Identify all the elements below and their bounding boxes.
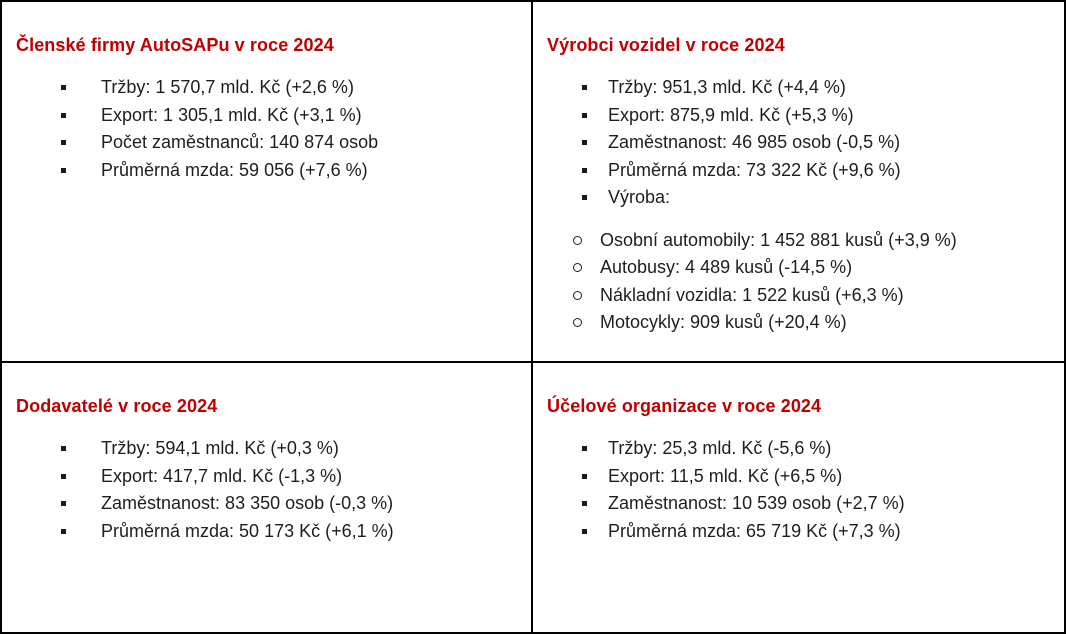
square-bullet-icon <box>61 167 66 173</box>
list-item: Zaměstnanost: 46 985 osob (-0,5 %) <box>547 129 1056 157</box>
sublist-item-text: Autobusy: 4 489 kusů (-14,5 %) <box>600 257 853 277</box>
list-item-text: Průměrná mzda: 65 719 Kč (+7,3 %) <box>608 520 901 541</box>
list-item-text: Průměrná mzda: 73 322 Kč (+9,6 %) <box>608 159 901 180</box>
square-bullet-icon <box>582 85 587 90</box>
production-sublist: Osobní automobily: 1 452 881 kusů (+3,9 … <box>547 227 1056 337</box>
sublist-item: Osobní automobily: 1 452 881 kusů (+3,9 … <box>547 227 1056 255</box>
list-item-text: Průměrná mzda: 50 173 Kč (+6,1 %) <box>101 520 394 541</box>
circle-bullet-icon <box>573 318 582 327</box>
square-bullet-icon <box>582 528 587 534</box>
list-item-text: Zaměstnanost: 46 985 osob (-0,5 %) <box>608 132 901 152</box>
panel-title: Dodavatelé v roce 2024 <box>16 396 218 416</box>
list-item: Počet zaměstnanců: 140 874 osob <box>16 129 523 157</box>
stat-list: Tržby: 25,3 mld. Kč (-5,6 %) Export: 11,… <box>547 435 1056 545</box>
panel-ucelove-organizace: Účelové organizace v roce 2024 Tržby: 25… <box>533 363 1064 632</box>
list-item-text: Export: 11,5 mld. Kč (+6,5 %) <box>608 465 843 486</box>
list-item: Export: 417,7 mld. Kč (-1,3 %) <box>16 463 523 491</box>
list-item-text: Export: 1 305,1 mld. Kč (+3,1 %) <box>101 104 362 125</box>
square-bullet-icon <box>582 167 587 173</box>
list-item: Export: 875,9 mld. Kč (+5,3 %) <box>547 102 1056 130</box>
sublist-item-text: Nákladní vozidla: 1 522 kusů (+6,3 %) <box>600 284 904 305</box>
list-item: Tržby: 594,1 mld. Kč (+0,3 %) <box>16 435 523 463</box>
square-bullet-icon <box>61 140 66 145</box>
panel-title: Účelové organizace v roce 2024 <box>547 396 822 416</box>
sublist-item: Nákladní vozidla: 1 522 kusů (+6,3 %) <box>547 282 1056 310</box>
list-item-text: Výroba: <box>608 187 671 207</box>
list-item-text: Zaměstnanost: 10 539 osob (+2,7 %) <box>608 493 905 513</box>
square-bullet-icon <box>582 140 587 145</box>
square-bullet-icon <box>582 501 587 506</box>
circle-bullet-icon <box>573 235 582 245</box>
list-item: Export: 1 305,1 mld. Kč (+3,1 %) <box>16 102 523 130</box>
panel-dodavatele: Dodavatelé v roce 2024 Tržby: 594,1 mld.… <box>2 363 533 632</box>
list-item: Export: 11,5 mld. Kč (+6,5 %) <box>547 463 1056 491</box>
square-bullet-icon <box>61 446 66 451</box>
sublist-item-text: Motocykly: 909 kusů (+20,4 %) <box>600 312 847 332</box>
list-item: Zaměstnanost: 10 539 osob (+2,7 %) <box>547 490 1056 518</box>
list-item: Tržby: 951,3 mld. Kč (+4,4 %) <box>547 74 1056 102</box>
square-bullet-icon <box>61 85 66 90</box>
list-item: Průměrná mzda: 59 056 (+7,6 %) <box>16 157 523 185</box>
square-bullet-icon <box>582 195 587 200</box>
list-item: Výroba: <box>547 184 1056 212</box>
list-item-text: Počet zaměstnanců: 140 874 osob <box>101 132 379 152</box>
square-bullet-icon <box>61 473 66 479</box>
list-item-text: Export: 875,9 mld. Kč (+5,3 %) <box>608 104 854 125</box>
list-item: Tržby: 25,3 mld. Kč (-5,6 %) <box>547 435 1056 463</box>
sublist-item-text: Osobní automobily: 1 452 881 kusů (+3,9 … <box>600 229 957 250</box>
sublist-item: Autobusy: 4 489 kusů (-14,5 %) <box>547 254 1056 282</box>
panel-vyrobci-vozidel: Výrobci vozidel v roce 2024 Tržby: 951,3… <box>533 2 1064 363</box>
list-item: Průměrná mzda: 65 719 Kč (+7,3 %) <box>547 518 1056 546</box>
panel-title: Výrobci vozidel v roce 2024 <box>547 35 785 55</box>
list-item-text: Tržby: 1 570,7 mld. Kč (+2,6 %) <box>101 77 354 97</box>
panel-clenske-firmy: Členské firmy AutoSAPu v roce 2024 Tržby… <box>2 2 533 363</box>
list-item-text: Tržby: 25,3 mld. Kč (-5,6 %) <box>608 438 832 458</box>
square-bullet-icon <box>582 112 587 118</box>
stat-list: Tržby: 594,1 mld. Kč (+0,3 %) Export: 41… <box>16 435 523 545</box>
square-bullet-icon <box>61 501 66 506</box>
list-item-text: Export: 417,7 mld. Kč (-1,3 %) <box>101 465 343 486</box>
list-item: Průměrná mzda: 50 173 Kč (+6,1 %) <box>16 518 523 546</box>
list-item: Zaměstnanost: 83 350 osob (-0,3 %) <box>16 490 523 518</box>
circle-bullet-icon <box>573 263 582 272</box>
list-item-text: Tržby: 951,3 mld. Kč (+4,4 %) <box>608 77 846 97</box>
panel-title: Členské firmy AutoSAPu v roce 2024 <box>16 35 334 55</box>
stat-list: Tržby: 951,3 mld. Kč (+4,4 %) Export: 87… <box>547 74 1056 212</box>
list-item-text: Průměrná mzda: 59 056 (+7,6 %) <box>101 159 368 180</box>
square-bullet-icon <box>61 112 66 118</box>
square-bullet-icon <box>582 473 587 479</box>
circle-bullet-icon <box>573 290 582 300</box>
list-item-text: Tržby: 594,1 mld. Kč (+0,3 %) <box>101 438 339 458</box>
square-bullet-icon <box>582 446 587 451</box>
stat-list: Tržby: 1 570,7 mld. Kč (+2,6 %) Export: … <box>16 74 523 184</box>
list-item-text: Zaměstnanost: 83 350 osob (-0,3 %) <box>101 493 394 513</box>
list-item: Tržby: 1 570,7 mld. Kč (+2,6 %) <box>16 74 523 102</box>
list-item: Průměrná mzda: 73 322 Kč (+9,6 %) <box>547 157 1056 185</box>
sublist-item: Motocykly: 909 kusů (+20,4 %) <box>547 309 1056 337</box>
square-bullet-icon <box>61 528 66 534</box>
